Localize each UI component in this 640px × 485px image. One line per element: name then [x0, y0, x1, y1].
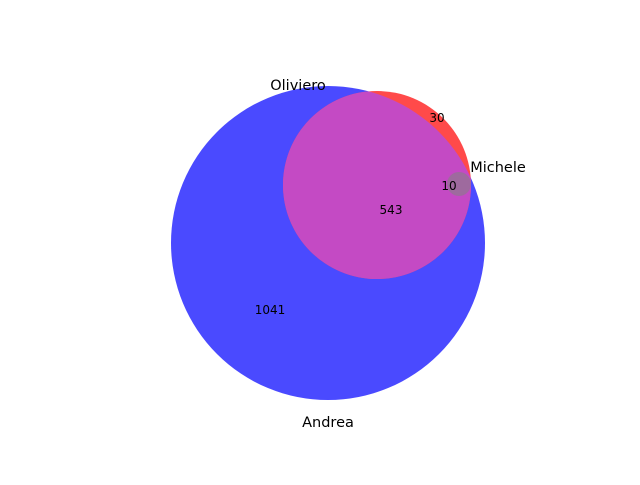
region-value-all-three: 10	[441, 179, 456, 193]
region-oliviero-andrea	[283, 91, 471, 279]
set-label-andrea: Andrea	[302, 415, 354, 431]
region-value-andrea-only: 1041	[255, 303, 286, 317]
set-circle-michele	[447, 172, 471, 196]
set-label-oliviero: Oliviero	[270, 78, 326, 94]
region-value-oliviero-andrea: 543	[380, 203, 403, 217]
region-value-oliviero-only: 30	[429, 111, 444, 125]
set-label-michele: Michele	[470, 160, 526, 176]
